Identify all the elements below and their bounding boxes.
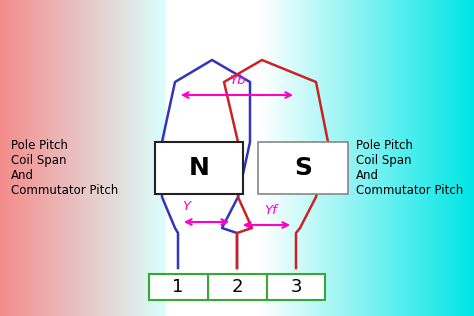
Text: Y: Y [182,200,190,214]
Text: Yb: Yb [229,75,245,88]
Text: S: S [294,156,312,180]
Text: Pole Pitch
Coil Span
And
Commutator Pitch: Pole Pitch Coil Span And Commutator Pitc… [11,139,119,197]
Text: N: N [189,156,210,180]
Text: Pole Pitch
Coil Span
And
Commutator Pitch: Pole Pitch Coil Span And Commutator Pitc… [356,139,464,197]
Bar [149,274,325,300]
Bar [155,142,243,194]
Text: 3: 3 [290,278,302,296]
Text: 1: 1 [173,278,184,296]
Bar [258,142,348,194]
Text: Yf: Yf [264,204,277,216]
Text: 2: 2 [231,278,243,296]
